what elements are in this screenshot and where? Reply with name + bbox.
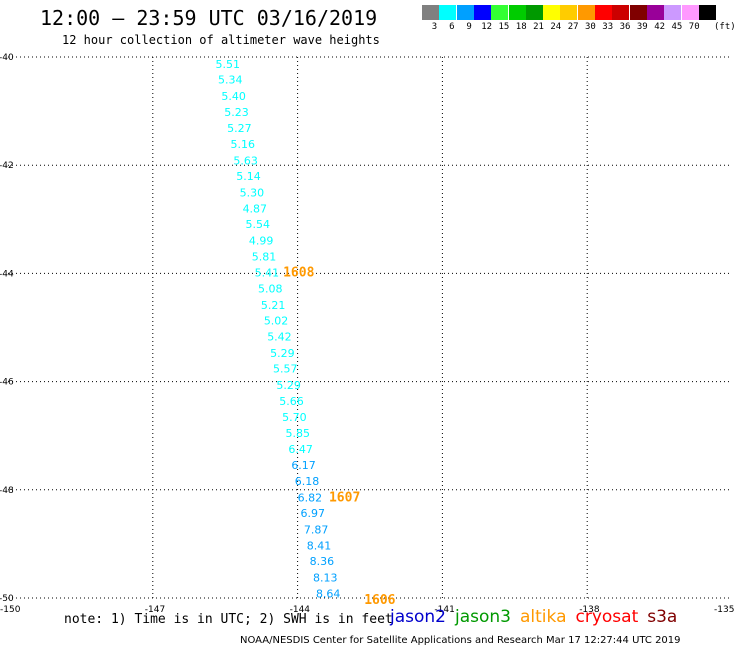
- color-swatch-label: 39: [636, 22, 648, 32]
- swh-value: 6.17: [291, 459, 316, 472]
- lat-tick-label: -44: [0, 269, 14, 279]
- swh-value: 5.54: [245, 218, 269, 231]
- swh-value: 8.64: [316, 588, 341, 601]
- color-legend: 3 6 9 12 15 18 21 24 27 30 33 36 39 42 45 70 (ft): [0, 0, 740, 40]
- color-swatch: [456, 5, 474, 20]
- color-swatch-label: 15: [498, 22, 510, 32]
- swh-value: 8.41: [307, 540, 332, 553]
- color-swatch-label: 6: [449, 22, 455, 32]
- color-swatch-label: 21: [533, 22, 544, 32]
- satellite-legend: jason2 jason3 altika cryosat s3a: [390, 607, 686, 627]
- color-swatch: [681, 5, 699, 20]
- swh-value: 5.40: [221, 90, 246, 103]
- time-label: 1608: [283, 265, 314, 280]
- lat-tick-label: -48: [0, 486, 14, 496]
- swh-value: 5.21: [261, 299, 286, 312]
- color-swatch: [577, 5, 595, 20]
- color-swatch-label: 9: [466, 22, 472, 32]
- color-unit-label: (ft): [714, 22, 736, 32]
- swh-value: 5.02: [264, 314, 289, 327]
- swh-value: 5.70: [282, 411, 307, 424]
- swh-value: 5.41: [255, 266, 280, 279]
- color-swatch: [491, 5, 509, 20]
- satellite-s3a: s3a: [647, 607, 678, 627]
- color-swatch-label: 70: [688, 22, 700, 32]
- color-swatch-label: 12: [481, 22, 493, 32]
- lon-tick-label: -144: [290, 605, 311, 615]
- page-subtitle: 12 hour collection of altimeter wave hei…: [62, 33, 380, 47]
- color-swatch: [664, 5, 682, 20]
- lon-tick-label: -141: [434, 605, 454, 615]
- color-swatch-label: 18: [515, 22, 527, 32]
- swh-value: 8.36: [310, 555, 335, 568]
- color-swatch: [612, 5, 630, 20]
- lat-tick-label: -50: [0, 594, 14, 604]
- color-swatch-label: 3: [431, 22, 438, 32]
- satellite-cryosat: cryosat: [575, 607, 639, 627]
- swh-value: 5.81: [252, 251, 277, 264]
- swh-value: 5.42: [267, 331, 292, 344]
- swh-value: 8.13: [313, 571, 338, 584]
- color-swatch-label: 33: [602, 22, 614, 32]
- lon-tick-label: -135: [714, 605, 734, 615]
- swh-value: 5.14: [236, 170, 261, 183]
- swh-value: 4.99: [249, 234, 273, 247]
- color-swatch: [439, 5, 457, 20]
- color-swatch: [560, 5, 578, 20]
- swh-value: 5.34: [218, 74, 243, 87]
- color-swatch: [525, 5, 543, 20]
- lat-tick-label: -40: [0, 53, 14, 63]
- satellite-jason2: jason2: [390, 607, 446, 627]
- swh-value: 4.87: [243, 202, 267, 215]
- lon-tick-label: -147: [145, 605, 165, 615]
- swh-value: 5.08: [258, 283, 283, 296]
- swh-value: 5.30: [240, 186, 265, 199]
- swh-value: 5.85: [286, 427, 311, 440]
- lat-tick-label: -42: [0, 161, 14, 171]
- time-label: 1606: [364, 593, 395, 608]
- color-swatch-label: 36: [619, 22, 631, 32]
- lon-tick-label: -150: [0, 605, 21, 615]
- lat-tick-label: -46: [0, 378, 14, 388]
- color-swatch: [698, 5, 716, 20]
- swh-value: 5.63: [233, 154, 258, 167]
- color-swatch: [473, 5, 491, 20]
- color-swatch: [629, 5, 647, 20]
- swh-value: 6.82: [298, 491, 323, 504]
- swh-value: 5.23: [224, 106, 249, 119]
- swh-value: 5.29: [270, 347, 295, 360]
- swh-value: 5.57: [273, 363, 298, 376]
- swh-value: 7.87: [304, 523, 329, 536]
- color-swatch-label: 45: [671, 22, 683, 32]
- satellite-jason3: jason3: [455, 607, 511, 627]
- page-title: 12:00 – 23:59 UTC 03/16/2019: [40, 6, 378, 30]
- color-swatch-label: 42: [654, 22, 666, 32]
- swh-value: 5.16: [231, 138, 256, 151]
- swh-value: 6.47: [288, 443, 313, 456]
- swh-value: 5.66: [279, 395, 304, 408]
- color-swatch: [422, 5, 439, 20]
- time-label: 1607: [329, 490, 360, 505]
- color-swatch-label: 27: [567, 22, 579, 32]
- color-swatch: [595, 5, 612, 20]
- color-swatch-label: 30: [585, 22, 596, 32]
- color-swatch: [646, 5, 664, 20]
- footer-credit: NOAA/NESDIS Center for Satellite Applica…: [240, 635, 681, 646]
- color-swatch: [543, 5, 561, 20]
- swh-value: 5.29: [276, 379, 301, 392]
- swh-value: 6.18: [295, 475, 320, 488]
- swh-value: 5.51: [216, 58, 241, 71]
- note-text: note: 1) Time is in UTC; 2) SWH is in fe…: [64, 612, 393, 627]
- color-swatch: [508, 5, 526, 20]
- lon-tick-label: -138: [579, 605, 600, 615]
- swh-value: 5.27: [227, 122, 252, 135]
- satellite-altika: altika: [520, 607, 567, 627]
- swh-value: 6.97: [300, 507, 325, 520]
- color-swatch-label: 24: [550, 22, 562, 32]
